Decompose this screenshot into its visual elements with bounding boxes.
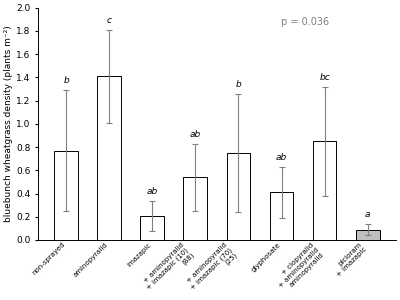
Text: c: c	[107, 16, 112, 25]
Text: b: b	[63, 76, 69, 85]
Text: p = 0.036: p = 0.036	[281, 17, 330, 27]
Bar	[313, 141, 336, 240]
Y-axis label: bluebunch wheatgrass density (plants m⁻²): bluebunch wheatgrass density (plants m⁻²…	[4, 26, 13, 222]
Bar	[184, 177, 207, 240]
Text: ab: ab	[147, 187, 158, 196]
Bar	[226, 153, 250, 240]
Bar	[270, 192, 293, 240]
Text: b: b	[236, 80, 241, 89]
Bar	[356, 230, 380, 240]
Text: a: a	[365, 210, 370, 219]
Text: bc: bc	[319, 73, 330, 82]
Bar	[54, 151, 78, 240]
Bar	[140, 216, 164, 240]
Bar	[97, 76, 121, 240]
Text: ab: ab	[190, 130, 201, 139]
Text: ab: ab	[276, 153, 287, 162]
